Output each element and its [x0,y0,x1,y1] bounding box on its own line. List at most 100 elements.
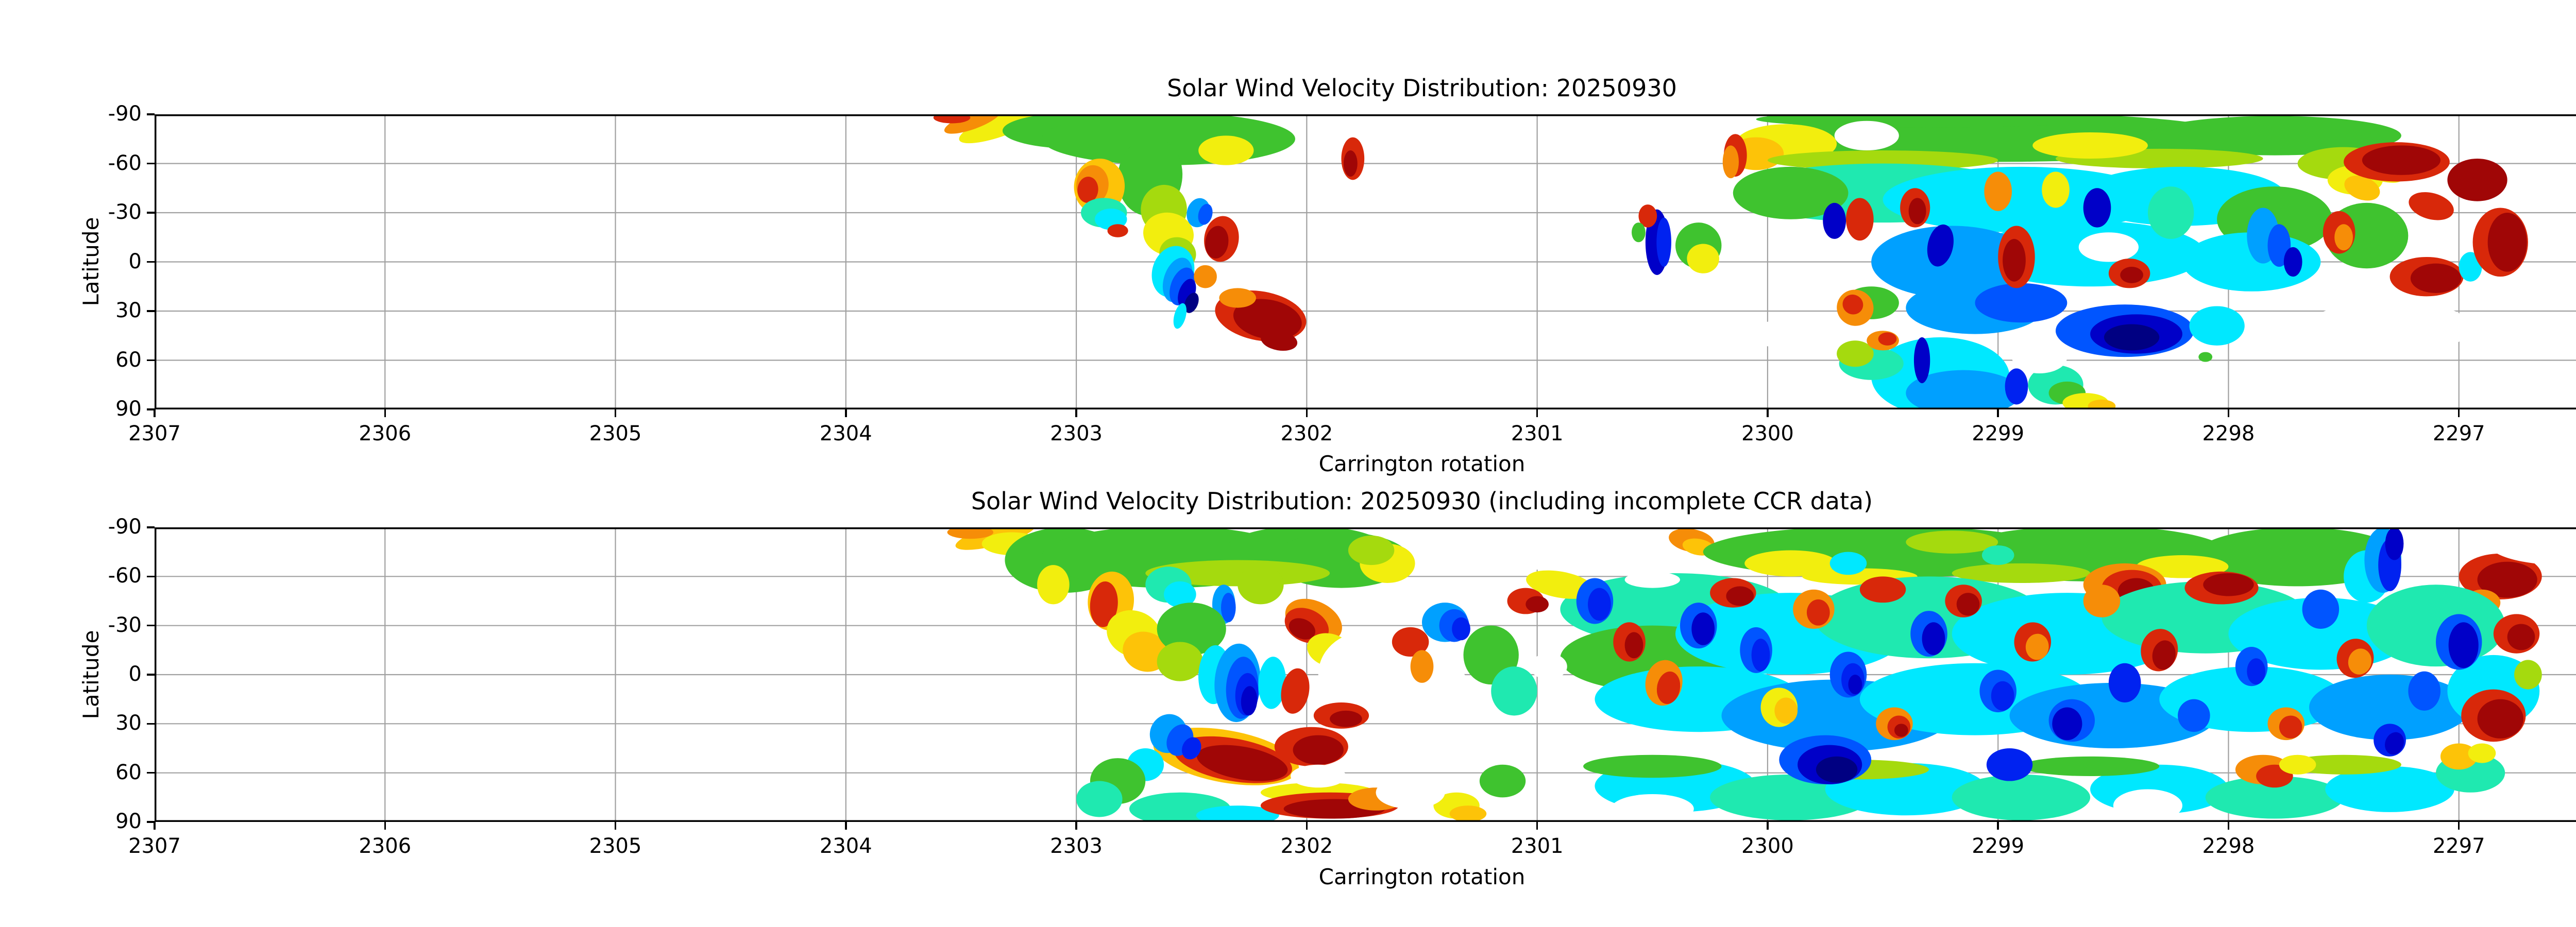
velocity-region [2083,585,2121,617]
velocity-region [1583,754,1722,778]
velocity-region [1806,599,1830,626]
y-tick-mark [147,624,155,627]
velocity-region [1656,671,1681,704]
velocity-region [1975,283,2067,323]
y-tick-mark [147,575,155,578]
x-tick-label: 2303 [1050,422,1103,445]
velocity-region [2410,263,2462,293]
x-tick-mark [2458,409,2460,417]
velocity-region [2459,252,2482,282]
velocity-map-panel-2 [155,527,2576,822]
velocity-region [1845,198,1874,241]
velocity-region [1632,222,1646,243]
velocity-region [1986,748,2033,781]
plot-spine [155,114,2576,409]
x-tick-label: 2297 [2432,834,2485,858]
velocity-map-panel-1 [155,114,2576,409]
x-tick-label: 2306 [359,834,412,858]
velocity-region [2147,116,2401,156]
y-tick-label: 60 [115,760,142,784]
velocity-region [1624,632,1643,659]
velocity-region [1726,586,1754,606]
x-tick-label: 2302 [1280,422,1333,445]
velocity-region [2385,527,2404,560]
x-tick-mark [1997,409,1999,417]
velocity-region [1452,617,1470,641]
y-tick-label: -90 [108,515,142,539]
velocity-region [1194,265,1217,288]
velocity-region [2487,213,2527,272]
velocity-region [1107,224,1128,237]
velocity-region [1638,204,1657,228]
y-tick-mark [147,261,155,263]
velocity-region [2088,399,2116,409]
velocity-region [1908,198,1926,225]
velocity-region [2440,743,2478,770]
velocity-region [1173,303,1187,329]
panel1-xlabel: Carrington rotation [1318,451,1526,476]
velocity-region [2507,624,2535,650]
velocity-region [1991,681,2014,711]
velocity-region [1479,764,1526,798]
y-tick-label: 60 [115,348,142,372]
velocity-region [1848,675,1862,695]
x-tick-label: 2304 [819,422,872,445]
panel2-xlabel: Carrington rotation [1318,864,1526,889]
x-tick-mark [2227,409,2230,417]
velocity-region [1289,618,1316,640]
velocity-region [1834,121,1899,151]
x-tick-mark [845,822,847,830]
velocity-region [2104,324,2160,351]
velocity-region [1842,294,1863,315]
x-tick-label: 2305 [589,422,642,445]
x-tick-label: 2299 [1972,422,2025,445]
velocity-region [2468,743,2496,763]
velocity-region [2302,589,2340,629]
velocity-region [1157,642,1204,681]
velocity-region [1238,565,1284,605]
x-tick-mark [1536,822,1538,830]
velocity-region [2482,779,2576,822]
velocity-region [2447,158,2507,201]
velocity-region [1611,794,1694,822]
velocity-region [2078,232,2139,262]
velocity-region [1205,226,1229,259]
velocity-region [1624,571,1680,588]
velocity-region [1656,217,1671,267]
velocity-region [2005,368,2028,405]
y-tick-mark [147,723,155,725]
x-tick-mark [384,409,386,417]
velocity-region [1871,226,2033,298]
velocity-region [1859,576,1906,603]
velocity-region [2247,658,2266,685]
velocity-region [2366,585,2505,667]
velocity-region [1410,650,1434,683]
velocity-region [1823,202,1846,239]
velocity-region [2362,145,2441,175]
velocity-region [1241,686,1258,716]
y-tick-label: -60 [108,564,142,588]
velocity-region [2198,352,2213,362]
x-tick-mark [614,409,617,417]
velocity-region [947,527,994,539]
velocity-region [1952,563,2091,583]
velocity-region [1157,603,1226,655]
x-tick-label: 2299 [1972,834,2025,858]
velocity-region [1722,145,1739,179]
x-tick-label: 2307 [128,422,181,445]
x-tick-mark [1997,822,1999,830]
velocity-region [1164,581,1196,608]
velocity-region [1376,776,1445,809]
x-tick-mark [614,822,617,830]
y-tick-label: -30 [108,613,142,637]
velocity-region [1258,657,1286,709]
velocity-region [2286,754,2401,775]
velocity-region [1261,330,1298,351]
y-tick-mark [147,526,155,528]
velocity-region [1837,340,1874,367]
x-tick-label: 2302 [1280,834,1333,858]
y-tick-mark [147,674,155,676]
velocity-region [1037,565,1070,605]
velocity-region [1530,653,1567,680]
